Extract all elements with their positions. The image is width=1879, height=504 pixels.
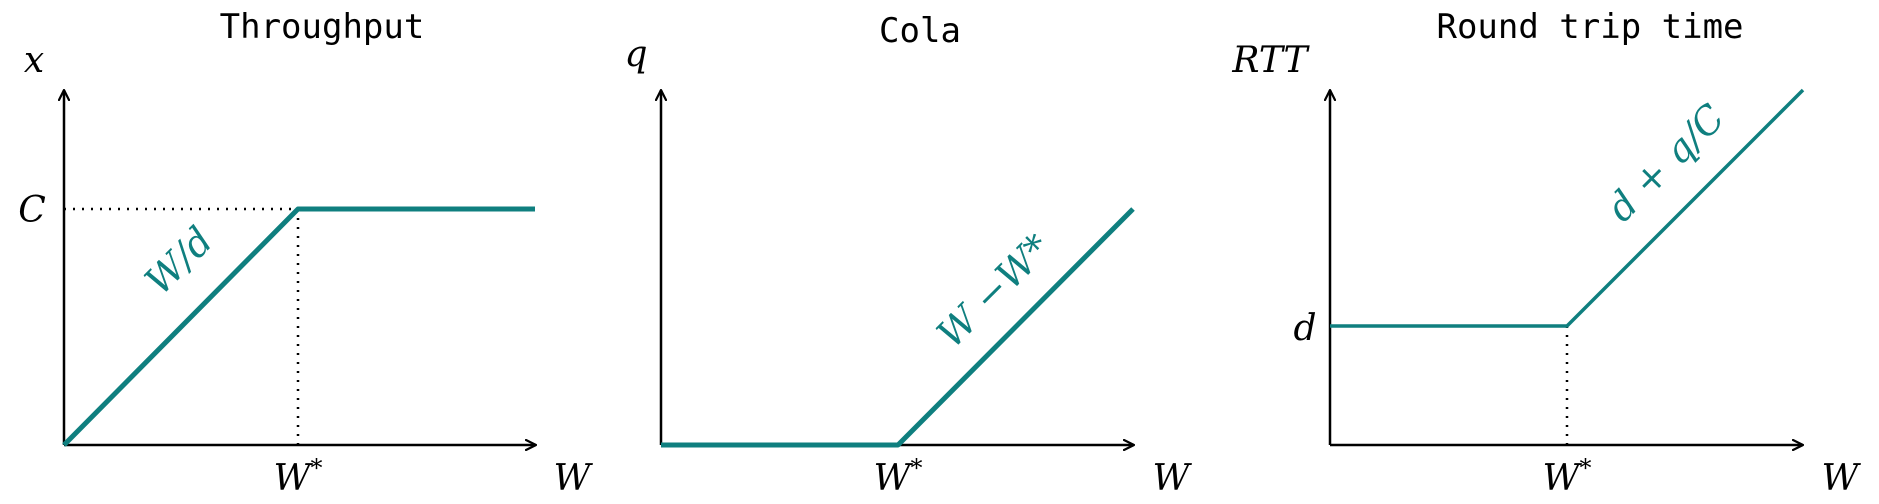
panel-title: Throughput [220,7,425,47]
x-tick-label: W* [873,454,922,499]
throughput-curve [62,206,535,447]
y-axis-label: RTT [1231,40,1310,81]
rtt-curve [1330,88,1805,328]
curve-label: W −W* [928,225,1059,356]
panel-throughput: Throughput x C W* W W/d [18,7,593,499]
y-axis-label: q [624,34,647,75]
x-axis-label: W [1821,458,1861,499]
curve-label: d + q/C [1598,95,1733,230]
panel-title: Cola [879,11,961,51]
x-tick-label: W* [1542,454,1591,499]
x-axis-label: W [553,458,593,499]
queue-curve [661,207,1135,448]
y-tick-label: C [18,190,46,231]
x-tick-label: W* [273,454,322,499]
panel-title: Round trip time [1436,7,1743,47]
y-tick-label: d [1293,308,1316,349]
y-axis-label: x [24,40,44,81]
panel-round-trip-time: Round trip time RTT d W* W d + q/C [1231,7,1861,499]
curve-label: W/d [136,218,221,303]
x-axis-label: W [1152,458,1192,499]
panel-cola: Cola q W* W W −W* [624,11,1192,499]
